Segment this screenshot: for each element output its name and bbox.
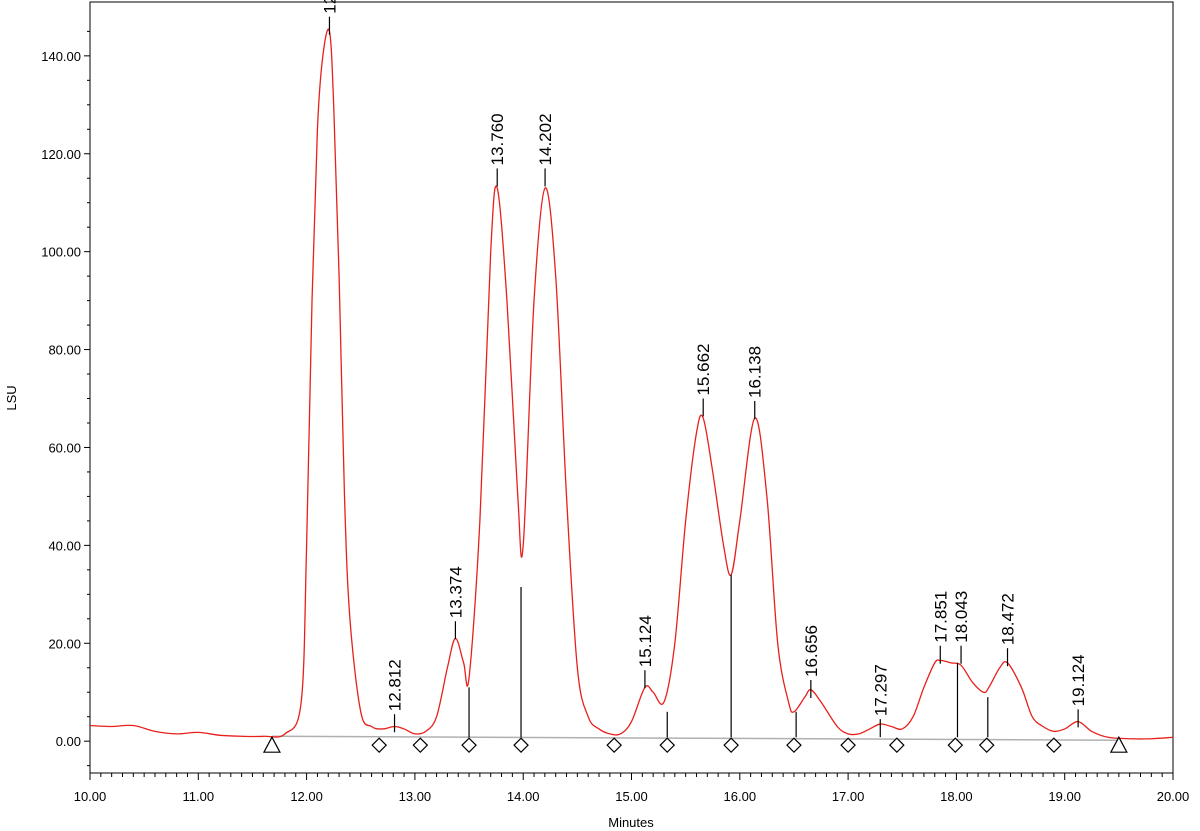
y-tick-label: 80.00: [48, 343, 81, 358]
valley-diamond-marker: [888, 737, 905, 754]
peak-label: 12.812: [386, 659, 405, 711]
baseline-triangle-marker: [262, 735, 281, 753]
peak-label: 17.851: [931, 591, 950, 643]
valley-diamond-marker: [840, 737, 856, 754]
x-tick-label: 12.00: [290, 789, 323, 804]
peak-label: 19.124: [1069, 654, 1088, 706]
x-tick-label: 13.00: [399, 789, 432, 804]
peak-label: 13.760: [488, 113, 507, 165]
valley-diamond-marker: [659, 737, 676, 754]
baseline-triangle-marker: [1109, 735, 1128, 753]
peak-label: 13.374: [446, 566, 465, 618]
x-axis-label: Minutes: [608, 815, 654, 830]
valley-diamond-marker: [947, 737, 964, 754]
y-axis-ticks: 0.00 20.00 40.00 60.00 80.00 100.00 120.00 140.…: [41, 30, 90, 767]
peak-labels: 12.211 12.812 13.374 13.760 14.202 15.124 15.6…: [320, 0, 1088, 738]
y-tick-label: 120.00: [41, 147, 81, 162]
y-tick-label: 20.00: [48, 636, 81, 651]
valley-diamond-marker: [371, 737, 388, 754]
x-tick-label: 17.00: [832, 789, 865, 804]
y-tick-label: 60.00: [48, 440, 81, 455]
valley-diamond-marker: [1046, 737, 1062, 754]
peak-label: 16.138: [746, 346, 765, 398]
integration-markers: [262, 735, 1128, 754]
x-tick-label: 19.00: [1048, 789, 1081, 804]
peak-label: 15.124: [636, 615, 655, 667]
integration-baseline: [271, 735, 1119, 741]
y-tick-label: 140.00: [41, 49, 81, 64]
y-tick-label: 100.00: [41, 245, 81, 260]
peak-label: 18.043: [952, 591, 971, 643]
y-tick-label: 40.00: [48, 538, 81, 553]
x-tick-label: 15.00: [615, 789, 648, 804]
x-tick-label: 11.00: [183, 789, 215, 804]
valley-diamond-marker: [786, 737, 802, 754]
valley-diamond-marker: [461, 737, 477, 754]
valley-diamond-marker: [978, 737, 995, 754]
x-tick-label: 16.00: [724, 789, 757, 804]
plot-frame: [89, 1, 1174, 774]
x-tick-label: 18.00: [940, 789, 973, 804]
peak-label: 16.656: [802, 625, 821, 677]
valley-diamond-marker: [412, 737, 429, 754]
peak-label: 12.211: [320, 0, 339, 14]
x-axis-ticks: 10.00 11.00 12.00 13.00 14.00 15.00 16.00 17.00…: [74, 773, 1190, 804]
x-tick-label: 10.00: [74, 789, 107, 804]
y-axis-label: LSU: [4, 385, 19, 410]
valley-diamond-marker: [606, 737, 623, 754]
signal-trace: [89, 28, 1174, 740]
valley-diamond-marker: [513, 737, 529, 754]
valley-diamond-marker: [723, 737, 739, 754]
peak-label: 17.297: [871, 664, 890, 716]
peak-label: 18.472: [999, 593, 1018, 645]
peak-label: 15.662: [694, 344, 713, 396]
drop-lines: [468, 574, 989, 738]
x-tick-label: 20.00: [1157, 789, 1190, 804]
x-tick-label: 14.00: [507, 789, 540, 804]
peak-label: 14.202: [536, 113, 555, 165]
y-tick-label: 0.00: [56, 734, 81, 749]
